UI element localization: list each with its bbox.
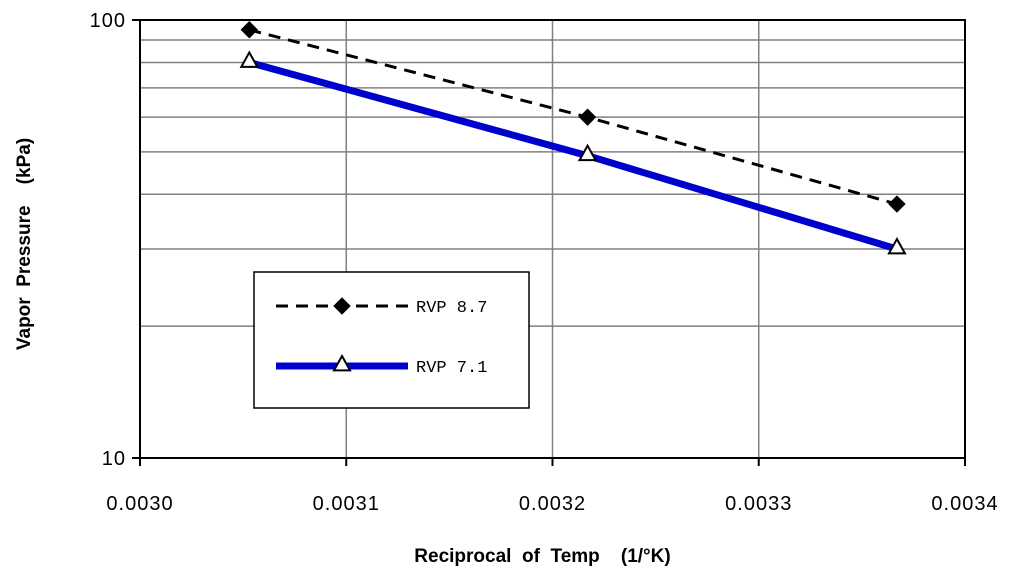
data-point-triangle bbox=[239, 50, 260, 68]
data-point-diamond bbox=[578, 108, 597, 126]
legend-box bbox=[253, 271, 530, 409]
series-layer bbox=[239, 21, 907, 255]
axis-ticks: 0.0030 0.0031 0.0032 0.0033 0.0034 100 10 bbox=[90, 10, 998, 515]
x-tick-label: 0.0031 bbox=[313, 493, 380, 515]
legend-marker-triangle bbox=[332, 353, 352, 372]
legend: RVP 8.7 RVP 7.1 bbox=[253, 271, 530, 409]
legend-label-rvp-8-7: RVP 8.7 bbox=[416, 299, 487, 318]
y-tick-label: 100 bbox=[90, 10, 126, 32]
data-point-diamond bbox=[888, 195, 906, 213]
legend-label-rvp-7-1: RVP 7.1 bbox=[416, 359, 487, 378]
data-point-triangle bbox=[887, 236, 907, 255]
legend-marker-diamond bbox=[333, 297, 351, 315]
x-axis-title: Reciprocal of Temp (1/°K) bbox=[414, 546, 670, 567]
y-axis-title: Vapor Pressure (kPa) bbox=[14, 138, 35, 350]
data-point-triangle bbox=[577, 143, 598, 162]
x-tick-label: 0.0033 bbox=[725, 493, 792, 515]
x-tick-label: 0.0030 bbox=[106, 493, 173, 515]
x-tick-label: 0.0034 bbox=[931, 493, 998, 515]
y-tick-label: 10 bbox=[102, 448, 126, 470]
data-point-diamond bbox=[240, 21, 259, 39]
x-tick-label: 0.0032 bbox=[519, 493, 586, 515]
